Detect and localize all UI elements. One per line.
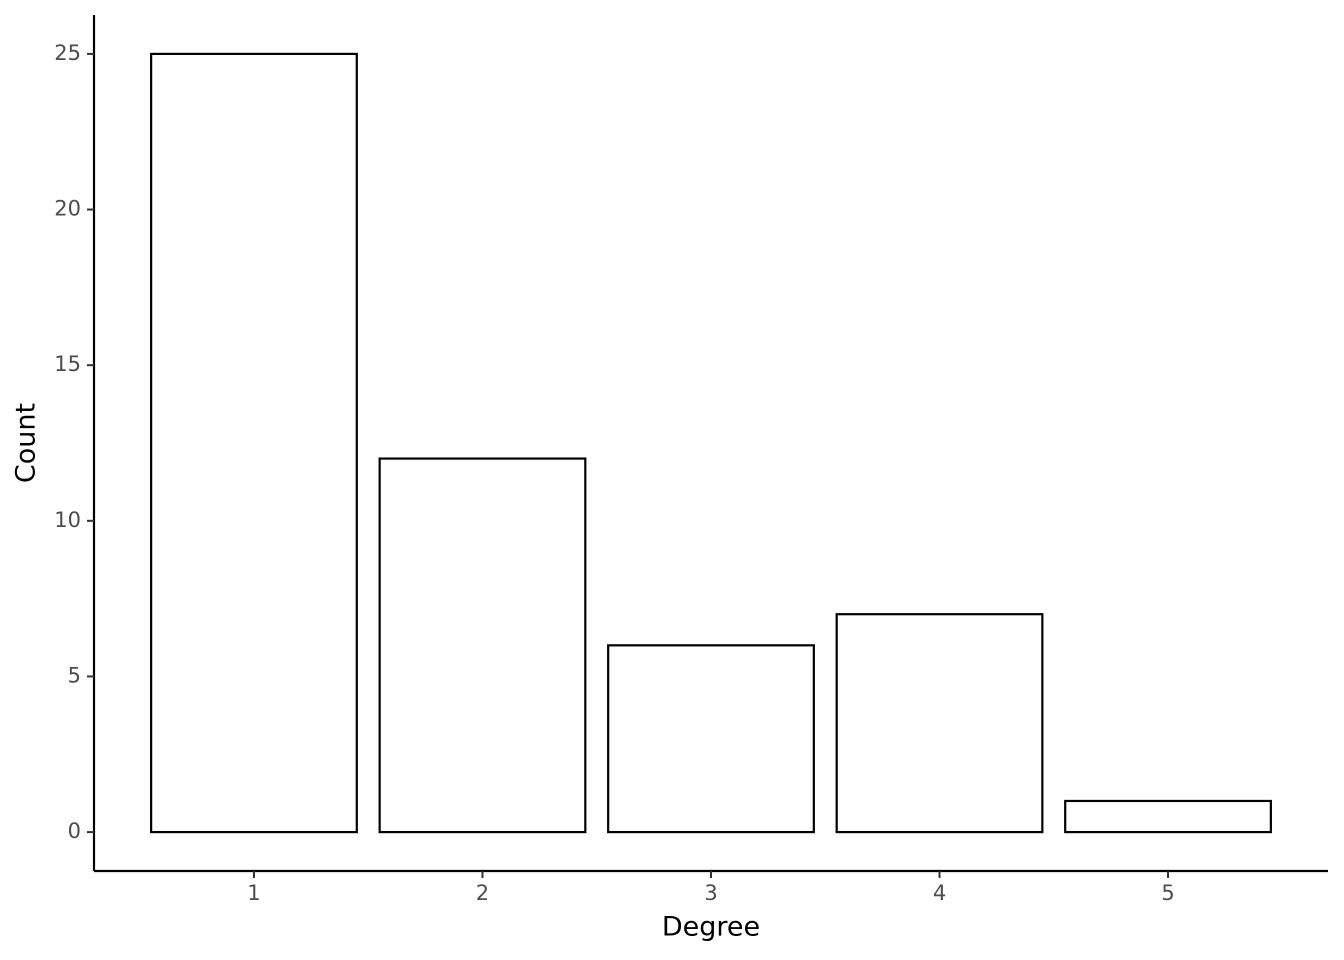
x-axis-title: Degree: [662, 912, 760, 943]
x-tick-label: 4: [933, 881, 946, 905]
y-tick-label: 5: [68, 663, 81, 687]
y-tick-label: 15: [54, 352, 81, 376]
x-tick-label: 5: [1161, 881, 1174, 905]
bar: [1064, 799, 1272, 834]
y-tick-label: 20: [54, 197, 81, 221]
bar: [378, 457, 587, 834]
x-tick-label: 2: [476, 881, 489, 905]
bar: [150, 52, 358, 834]
y-axis-title: Count: [11, 403, 42, 483]
y-tick-label: 25: [54, 41, 81, 65]
bar: [607, 644, 815, 834]
bar: [835, 613, 1044, 834]
y-tick-label: 10: [54, 508, 81, 532]
x-tick-label: 1: [247, 881, 260, 905]
y-tick-label: 0: [68, 819, 81, 843]
x-tick-label: 3: [704, 881, 717, 905]
